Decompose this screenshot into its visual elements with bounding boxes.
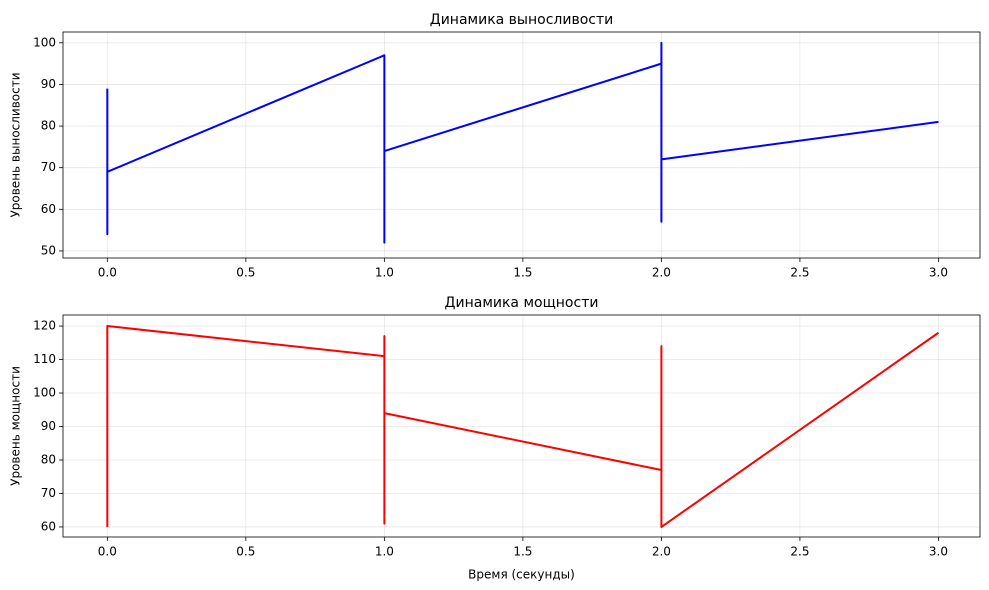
x-tick-label: 2.5	[790, 266, 809, 280]
y-tick-label: 50	[41, 243, 56, 257]
x-tick-label: 0.0	[98, 266, 117, 280]
x-tick-label: 2.0	[652, 266, 671, 280]
x-tick-label: 0.5	[236, 545, 255, 559]
x-tick-label: 1.0	[375, 545, 394, 559]
y-axis-label: Уровень мощности	[9, 366, 23, 486]
y-tick-label: 80	[41, 452, 56, 466]
chart-title: Динамика выносливости	[430, 12, 613, 28]
x-axis-label: Время (секунды)	[468, 568, 575, 582]
x-tick-label: 0.0	[98, 545, 117, 559]
plot-frame	[62, 314, 981, 538]
x-tick-label: 3.0	[929, 545, 948, 559]
x-tick-label: 0.5	[236, 266, 255, 280]
x-tick-label: 1.5	[513, 545, 532, 559]
y-tick-label: 70	[41, 486, 56, 500]
y-tick-label: 100	[33, 35, 56, 49]
data-line	[106, 325, 940, 528]
plot-frame	[62, 31, 981, 259]
x-tick-label: 3.0	[929, 266, 948, 280]
y-tick-label: 90	[41, 77, 56, 91]
y-tick-label: 60	[41, 519, 56, 533]
data-line	[106, 41, 939, 244]
x-tick-label: 2.0	[652, 545, 671, 559]
x-tick-label: 1.5	[513, 266, 532, 280]
y-tick-label: 70	[41, 160, 56, 174]
y-tick-label: 60	[41, 202, 56, 216]
y-tick-label: 90	[41, 419, 56, 433]
x-tick-label: 2.5	[790, 545, 809, 559]
y-tick-label: 120	[33, 319, 56, 333]
y-tick-label: 80	[41, 119, 56, 133]
y-axis-label: Уровень выносливости	[9, 72, 23, 217]
chart-title: Динамика мощности	[445, 295, 599, 311]
y-tick-label: 110	[33, 352, 56, 366]
y-tick-label: 100	[33, 386, 56, 400]
x-tick-label: 1.0	[375, 266, 394, 280]
